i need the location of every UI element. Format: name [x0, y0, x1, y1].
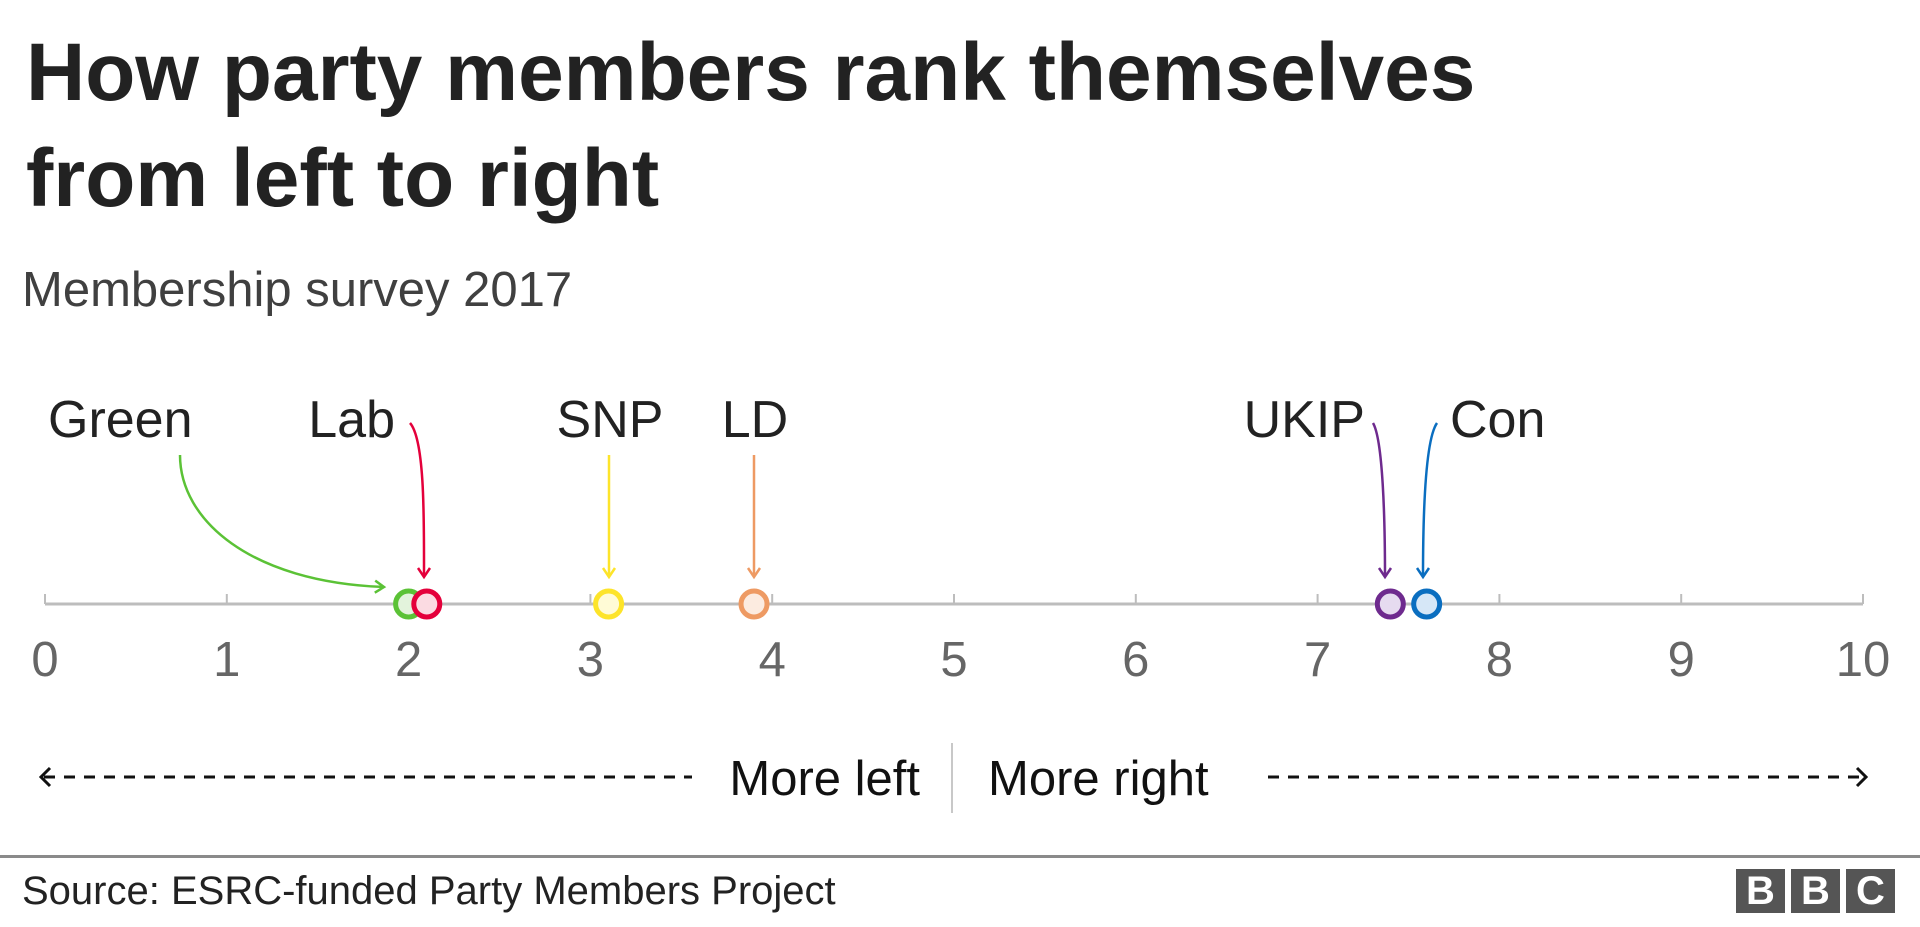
label-connectors: [178, 422, 1439, 594]
x-tick-label: 10: [1836, 633, 1891, 687]
label-green: Green: [48, 391, 193, 449]
label-snp: SNP: [557, 391, 664, 449]
x-tick-label: 4: [759, 633, 786, 687]
connector-ukip: [1371, 422, 1387, 578]
arrowhead-ukip: [1377, 567, 1393, 580]
point-snp: [593, 588, 625, 620]
arrowhead-con: [1415, 567, 1431, 580]
point-con: [1411, 588, 1443, 620]
chart-plot: 0 1 2 3 4 5 6 7 8 9 10 Green Lab SNP LD UKIP Con More l…: [31, 391, 1890, 813]
data-points: [393, 588, 1443, 620]
connector-green: [178, 454, 385, 589]
right-arrowhead: [1855, 766, 1869, 788]
x-tick-label: 3: [577, 633, 604, 687]
point-lab: [411, 588, 443, 620]
connector-con: [1421, 422, 1439, 578]
label-lab: Lab: [308, 391, 395, 449]
label-ukip: UKIP: [1244, 391, 1365, 449]
logo-letter-c: C: [1846, 869, 1895, 913]
x-tick-label: 2: [395, 633, 422, 687]
label-ld: LD: [722, 391, 788, 449]
x-tick-label: 7: [1304, 633, 1331, 687]
connector-lab: [408, 422, 426, 578]
x-axis-tick-labels: 0 1 2 3 4 5 6 7 8 9 10: [31, 633, 1890, 687]
source-note: Source: ESRC-funded Party Members Projec…: [22, 869, 836, 913]
logo-letter-b1: B: [1736, 869, 1785, 913]
x-tick-label: 5: [940, 633, 967, 687]
bbc-logo: B B C: [1736, 869, 1895, 913]
arrowhead-snp: [601, 567, 617, 580]
chart-title: How party members rank themselves from l…: [26, 27, 1476, 224]
point-ukip: [1374, 588, 1406, 620]
point-ld: [738, 588, 770, 620]
footer-divider: [0, 855, 1920, 858]
x-tick-label: 1: [213, 633, 240, 687]
arrowhead-green: [374, 579, 387, 594]
arrowhead-lab: [416, 567, 432, 580]
x-tick-label: 0: [31, 633, 58, 687]
x-tick-label: 8: [1486, 633, 1513, 687]
direction-right-label: More right: [988, 752, 1209, 806]
chart-subtitle: Membership survey 2017: [22, 263, 573, 317]
label-con: Con: [1450, 391, 1545, 449]
x-tick-label: 6: [1122, 633, 1149, 687]
point-labels: Green Lab SNP LD UKIP Con: [48, 391, 1545, 449]
x-tick-label: 9: [1668, 633, 1695, 687]
direction-left-label: More left: [729, 752, 920, 806]
logo-letter-b2: B: [1791, 869, 1840, 913]
arrowhead-ld: [746, 567, 762, 580]
left-arrowhead: [38, 766, 52, 788]
